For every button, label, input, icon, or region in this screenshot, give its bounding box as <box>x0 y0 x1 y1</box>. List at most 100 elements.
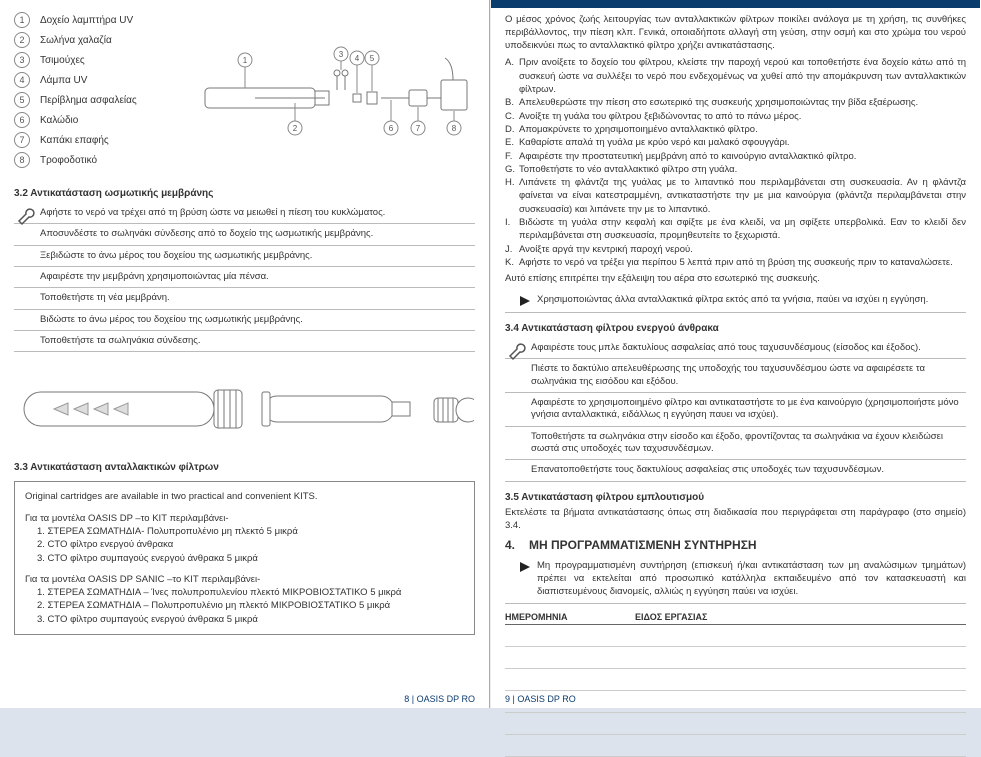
pointer-icon <box>505 560 531 574</box>
svg-text:8: 8 <box>452 124 457 133</box>
kit-item: 2. CTO φίλτρο ενεργού άνθρακα <box>37 538 464 551</box>
part-row: 5 Περίβλημα ασφαλείας <box>14 92 184 108</box>
letter-text: Αφήστε το νερό να τρέξει για περίπου 5 λ… <box>519 256 966 269</box>
letter-row: D.Απομακρύνετε το χρησιμοποιημένο ανταλλ… <box>505 123 966 136</box>
letter-text: Καθαρίστε απαλά τη γυάλα με κρύο νερό κα… <box>519 136 966 149</box>
page-number-right: 9 | OASIS DP RO <box>505 694 576 704</box>
kit-item: 3. CTO φίλτρο συμπαγούς ενεργού άνθρακα … <box>37 613 464 626</box>
letter-row: H.Λιπάνετε τη φλάντζα της γυάλας με το λ… <box>505 176 966 216</box>
letter-text: Ανοίξτε αργά την κεντρική παροχή νερού. <box>519 243 966 256</box>
svg-text:2: 2 <box>293 124 298 133</box>
kit-group1-head: Για τα μοντέλα OASIS DP –το KIT περιλαμβ… <box>25 512 464 525</box>
kit-lead: Original cartridges are available in two… <box>25 490 464 503</box>
step-line: Αφαιρέστε τους μπλε δακτυλίους ασφαλείας… <box>505 338 966 359</box>
text-3-5: Εκτελέστε τα βήματα αντικατάστασης όπως … <box>505 507 966 533</box>
heading-3-3: 3.3 Αντικατάσταση ανταλλακτικών φίλτρων <box>14 462 475 473</box>
part-number: 3 <box>14 52 30 68</box>
pointer-icon <box>505 294 531 308</box>
part-row: 1 Δοχείο λαμπτήρα UV <box>14 12 184 28</box>
letter: A. <box>505 56 519 96</box>
letter-text: Ανοίξτε τη γυάλα του φίλτρου ξεβιδώνοντα… <box>519 110 966 123</box>
letter-text: Πριν ανοίξετε το δοχείο του φίλτρου, κλε… <box>519 56 966 96</box>
kit-item: 1. ΣΤΕΡΕΑ ΣΩΜΑΤΗΔΙΑ- Πολυπροπυλένιο μη π… <box>37 525 464 538</box>
part-row: 4Λάμπα UV <box>14 72 184 88</box>
part-number: 1 <box>14 12 30 28</box>
part-row: 6Καλώδιο <box>14 112 184 128</box>
letter-row: J.Ανοίξτε αργά την κεντρική παροχή νερού… <box>505 243 966 256</box>
svg-text:1: 1 <box>243 56 248 65</box>
letter: B. <box>505 96 519 109</box>
log-row <box>505 625 966 647</box>
intro-paragraph: Ο μέσος χρόνος ζωής λειτουργίας των αντα… <box>505 14 966 52</box>
tail-line: Αυτό επίσης επιτρέπει την εξάλειψη του α… <box>505 273 966 286</box>
letter-text: Απομακρύνετε το χρησιμοποιημένο ανταλλακ… <box>519 123 966 136</box>
part-number: 5 <box>14 92 30 108</box>
membrane-diagram <box>14 362 475 452</box>
log-row <box>505 713 966 735</box>
kit-group2-head: Για τα μοντέλα OASIS DP SANIC –το KIT πε… <box>25 573 464 586</box>
letter: K. <box>505 256 519 269</box>
parts-list: 1 Δοχείο λαμπτήρα UV 2 Σωλήνα χαλαζία 3 Τσιμο… <box>14 8 184 172</box>
letter-row: F.Αφαιρέστε την προστατευτική μεμβράνη α… <box>505 150 966 163</box>
log-col-work: ΕΙΔΟΣ ΕΡΓΑΣΙΑΣ <box>635 612 707 622</box>
step-line: Τοποθετήστε τη νέα μεμβράνη. <box>14 288 475 309</box>
heading-3-4: 3.4 Αντικατάσταση φίλτρου ενεργού άνθρακ… <box>505 323 966 334</box>
page-left: 1 Δοχείο λαμπτήρα UV 2 Σωλήνα χαλαζία 3 Τσιμο… <box>0 0 490 708</box>
letter: G. <box>505 163 519 176</box>
kit-item: 3. CTO φίλτρο συμπαγούς ενεργού άνθρακα … <box>37 552 464 565</box>
heading-3-5: 3.5 Αντικατάσταση φίλτρου εμπλουτισμού <box>505 492 966 503</box>
part-row: 2 Σωλήνα χαλαζία <box>14 32 184 48</box>
letter-row: A.Πριν ανοίξετε το δοχείο του φίλτρου, κ… <box>505 56 966 96</box>
part-label: Καπάκι επαφής <box>40 135 109 146</box>
part-number: 8 <box>14 152 30 168</box>
svg-text:5: 5 <box>370 54 375 63</box>
log-row <box>505 669 966 691</box>
part-label: Σωλήνα χαλαζία <box>40 35 112 46</box>
page-spread: 1 Δοχείο λαμπτήρα UV 2 Σωλήνα χαλαζία 3 Τσιμο… <box>0 0 981 708</box>
wrench-icon <box>507 342 527 362</box>
part-label: Τσιμούχες <box>40 55 85 66</box>
letter-row: C.Ανοίξτε τη γυάλα του φίλτρου ξεβιδώνον… <box>505 110 966 123</box>
letter-steps: A.Πριν ανοίξετε το δοχείο του φίλτρου, κ… <box>505 56 966 269</box>
svg-text:6: 6 <box>389 124 394 133</box>
letter-text: Λιπάνετε τη φλάντζα της γυάλας με το λιπ… <box>519 176 966 216</box>
kit-item: 2. ΣΤΕΡΕΑ ΣΩΜΑΤΗΔΙΑ – Πολυπροπυλένιο μη … <box>37 599 464 612</box>
svg-text:4: 4 <box>355 54 360 63</box>
step-line: Βιδώστε το άνω μέρος του δοχείου της ωσμ… <box>14 310 475 331</box>
letter-text: Τοποθετήστε το νέο ανταλλακτικό φίλτρο σ… <box>519 163 966 176</box>
section-4-text: Μη προγραμματισμένη συντήρηση (επισκευή … <box>505 556 966 603</box>
heading-3-2: 3.2 Αντικατάσταση ωσμωτικής μεμβράνης <box>14 188 475 199</box>
part-label: Καλώδιο <box>40 115 78 126</box>
letter-text: Απελευθερώστε την πίεση στο εσωτερικό τη… <box>519 96 966 109</box>
letter: J. <box>505 243 519 256</box>
letter: C. <box>505 110 519 123</box>
part-number: 2 <box>14 32 30 48</box>
letter-text: Αφαιρέστε την προστατευτική μεμβράνη από… <box>519 150 966 163</box>
letter: I. <box>505 216 519 243</box>
letter-row: I.Βιδώστε τη γυάλα στην κεφαλή και σφίξτ… <box>505 216 966 243</box>
letter: E. <box>505 136 519 149</box>
svg-text:7: 7 <box>416 124 421 133</box>
heading-4: 4. ΜΗ ΠΡΟΓΡΑΜΜΑΤΙΣΜΕΝΗ ΣΥΝΤΗΡΗΣΗ <box>505 538 966 552</box>
letter: F. <box>505 150 519 163</box>
part-label: Περίβλημα ασφαλείας <box>40 95 137 106</box>
part-label: Δοχείο λαμπτήρα UV <box>40 15 133 26</box>
log-row <box>505 647 966 669</box>
page-right: Ο μέσος χρόνος ζωής λειτουργίας των αντα… <box>490 0 980 708</box>
letter-row: G.Τοποθετήστε το νέο ανταλλακτικό φίλτρο… <box>505 163 966 176</box>
warning-original-parts: Χρησιμοποιώντας άλλα ανταλλακτικά φίλτρα… <box>505 290 966 313</box>
kit-box: Original cartridges are available in two… <box>14 481 475 635</box>
part-number: 7 <box>14 132 30 148</box>
kit-item: 1. ΣΤΕΡΕΑ ΣΩΜΑΤΗΔΙΑ – Ίνες πολυπροπυλενί… <box>37 586 464 599</box>
letter-text: Βιδώστε τη γυάλα στην κεφαλή και σφίξτε … <box>519 216 966 243</box>
letter: H. <box>505 176 519 216</box>
uv-assembly-diagram: 1 2 3 4 5 6 7 8 <box>195 8 475 178</box>
uv-svg: 1 2 3 4 5 6 7 8 <box>195 8 475 178</box>
log-col-date: ΗΜΕΡΟΜΗΝΙΑ <box>505 612 635 622</box>
svg-text:3: 3 <box>339 50 344 59</box>
part-row: 7 Καπάκι επαφής <box>14 132 184 148</box>
step-line: Επανατοποθετήστε τους δακτυλίους ασφαλεί… <box>505 460 966 481</box>
log-row <box>505 735 966 757</box>
top-bar <box>491 0 980 8</box>
part-number: 4 <box>14 72 30 88</box>
